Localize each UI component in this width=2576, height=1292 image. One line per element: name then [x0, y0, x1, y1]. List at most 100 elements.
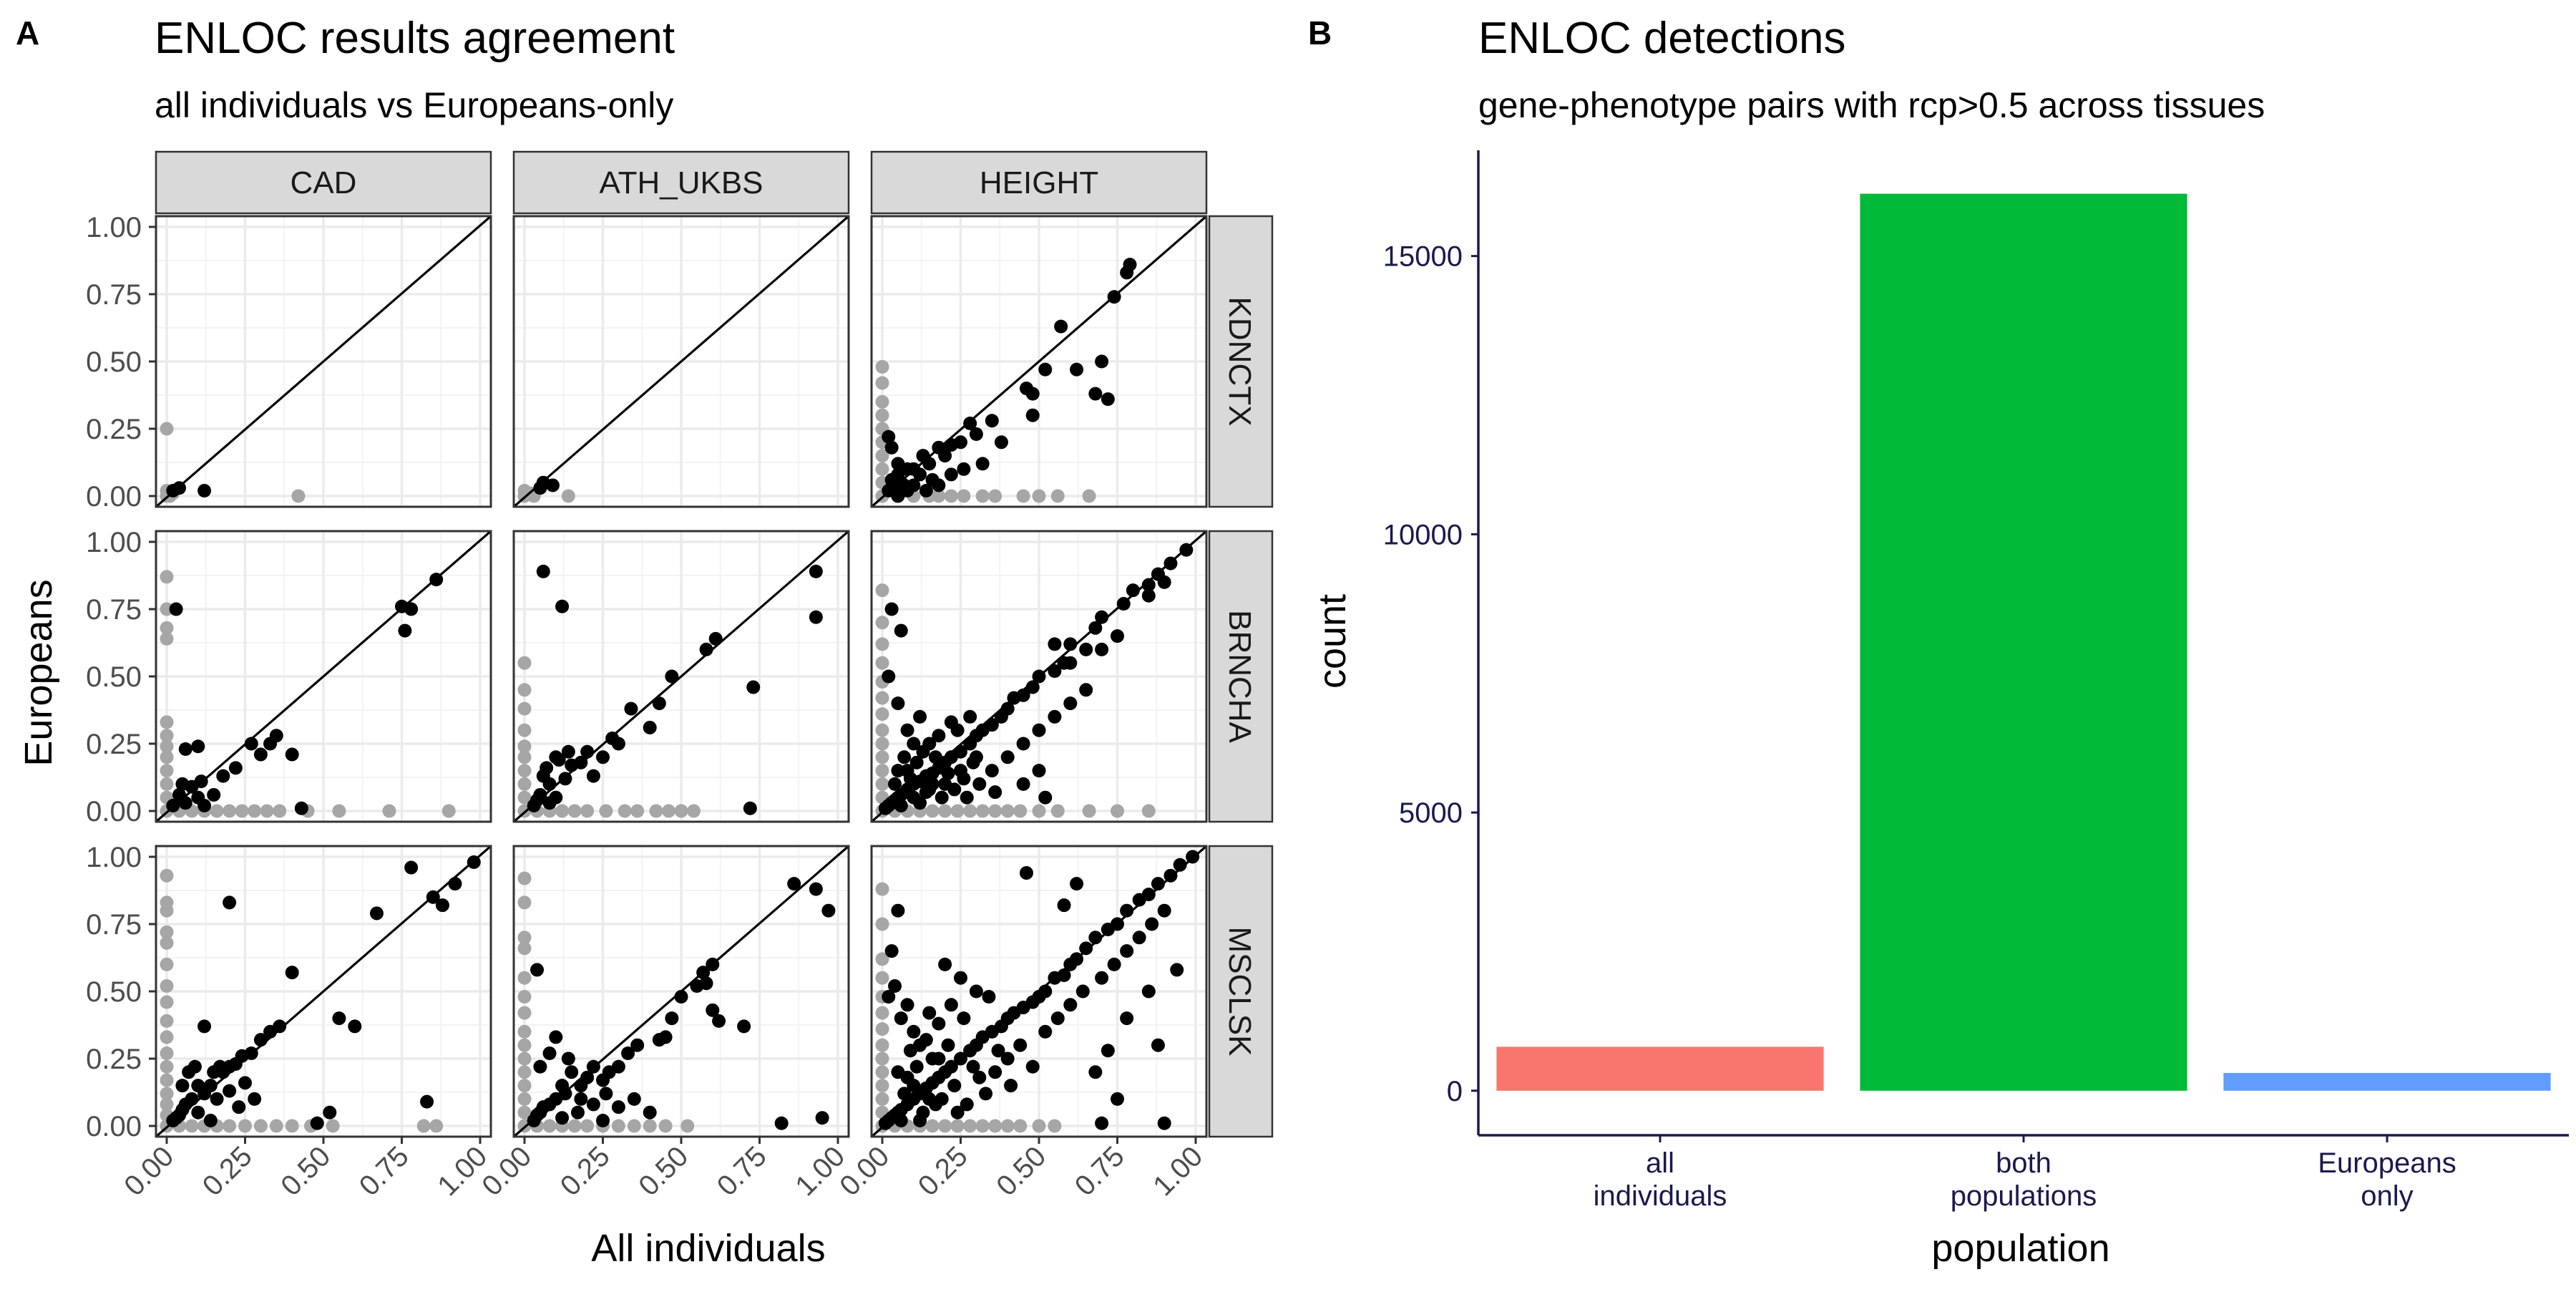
scatter-point-europeans-only [1032, 489, 1046, 503]
x-tick-label: 0.25 [555, 1140, 616, 1202]
scatter-point-both [1157, 1116, 1171, 1130]
scatter-point-both [1141, 588, 1156, 603]
scatter-point-both [1025, 408, 1040, 422]
scatter-point-europeans-only [988, 1119, 1002, 1133]
scatter-point-both [555, 1079, 570, 1093]
scatter-point-europeans-only [555, 804, 570, 818]
scatter-point-europeans-only [517, 483, 532, 497]
scatter-point-both [947, 1079, 962, 1093]
scatter-point-europeans-only [1032, 1119, 1046, 1133]
scatter-point-both [1173, 858, 1187, 872]
scatter-point-europeans-only [875, 737, 889, 751]
panel-b-title: ENLOC detections [1478, 14, 1845, 63]
scatter-point-europeans-only [567, 804, 582, 818]
scatter-point-both [621, 1046, 635, 1060]
scatter-point-both [891, 764, 905, 778]
scatter-point-both [900, 998, 914, 1012]
scatter-point-both [884, 440, 899, 455]
scatter-point-both [809, 610, 823, 624]
scatter-point-europeans-only [160, 868, 174, 883]
scatter-point-europeans-only [975, 1119, 990, 1133]
facet-strip-label-kdnctx: KDNCTX [1222, 297, 1257, 427]
x-tick-label-line: all [1646, 1147, 1674, 1179]
scatter-point-both [244, 737, 258, 751]
facet-ath-ukbs-brncha [512, 530, 850, 823]
scatter-point-both [941, 766, 955, 780]
scatter-point-europeans-only [160, 903, 174, 918]
scatter-point-europeans-only [875, 1022, 889, 1036]
scatter-point-both [1120, 1011, 1134, 1026]
scatter-point-both [1063, 696, 1078, 711]
facet-strip-label-brncha: BRNCHA [1222, 610, 1257, 743]
scatter-point-europeans-only [517, 1038, 532, 1052]
scatter-point-europeans-only [517, 701, 532, 716]
scatter-point-europeans-only [160, 1014, 174, 1028]
scatter-point-europeans-only [875, 1038, 889, 1052]
scatter-point-europeans-only [944, 489, 958, 503]
scatter-point-europeans-only [643, 1119, 657, 1133]
scatter-point-both [947, 782, 962, 797]
facet-strip-height [870, 150, 1208, 215]
scatter-point-both [944, 998, 958, 1012]
scatter-point-both [549, 1030, 563, 1044]
scatter-point-europeans-only [160, 422, 174, 436]
scatter-point-both [882, 990, 896, 1004]
scatter-point-both [178, 796, 192, 810]
scatter-point-europeans-only [382, 804, 396, 818]
scatter-point-both [774, 1116, 789, 1130]
scatter-point-europeans-only [1050, 804, 1065, 818]
scatter-point-europeans-only [273, 804, 287, 818]
scatter-point-europeans-only [160, 995, 174, 1009]
scatter-point-europeans-only [611, 1119, 625, 1133]
scatter-point-europeans-only [517, 790, 532, 805]
scatter-point-both [909, 755, 924, 769]
panel-a-facets: CAD ATH_UKBS HEIGHTKDNCTXBRNCHAMSCLSK0.000… [86, 150, 1274, 1202]
y-tick-label: 0.25 [86, 1044, 142, 1075]
scatter-point-both [1111, 1092, 1124, 1106]
scatter-point-both [197, 798, 212, 812]
bar-europeans-only [2223, 1072, 2551, 1091]
scatter-point-europeans-only [517, 1051, 532, 1066]
panel-a-subtitle: all individuals vs Europeans-only [155, 85, 673, 125]
scatter-point-europeans-only [680, 1119, 695, 1133]
scatter-point-europeans-only [875, 616, 889, 630]
scatter-point-both [285, 747, 299, 762]
scatter-point-europeans-only [517, 931, 532, 945]
scatter-point-both [891, 489, 905, 503]
scatter-point-both [203, 1113, 218, 1127]
scatter-point-europeans-only [210, 804, 224, 818]
scatter-point-both [909, 1059, 924, 1074]
x-tick-label-europeans-only: Europeans only [2318, 1147, 2456, 1212]
bar-all-individuals [1496, 1046, 1824, 1091]
scatter-point-both [448, 877, 462, 891]
scatter-point-both [900, 764, 914, 778]
scatter-point-europeans-only [542, 1119, 557, 1133]
scatter-point-europeans-only [160, 1087, 174, 1101]
scatter-point-both [913, 796, 927, 810]
scatter-point-europeans-only [875, 1006, 889, 1020]
scatter-point-both [1111, 629, 1124, 643]
scatter-point-both [586, 1097, 600, 1112]
scatter-point-both [950, 1105, 965, 1119]
facet-border [512, 530, 850, 823]
facet-height-brncha [870, 530, 1208, 823]
scatter-point-both [944, 467, 958, 482]
scatter-point-both [369, 906, 384, 921]
scatter-point-europeans-only [875, 656, 889, 670]
y-tick-label: 0.00 [86, 796, 142, 827]
scatter-point-both [435, 898, 449, 913]
scatter-point-both [643, 720, 657, 734]
scatter-point-both [652, 696, 666, 711]
scatter-point-europeans-only [567, 1119, 582, 1133]
scatter-point-both [545, 478, 560, 492]
scatter-point-both [197, 483, 212, 497]
scatter-point-both [665, 669, 679, 684]
scatter-point-both [1063, 998, 1078, 1012]
scatter-point-europeans-only [630, 804, 645, 818]
y-tick-label: 15000 [1383, 241, 1463, 273]
scatter-point-both [913, 1113, 927, 1127]
scatter-point-both [1048, 637, 1062, 651]
bar-both-populations [1860, 193, 2187, 1091]
scatter-point-both [1038, 362, 1053, 377]
scatter-point-europeans-only [429, 1119, 444, 1133]
